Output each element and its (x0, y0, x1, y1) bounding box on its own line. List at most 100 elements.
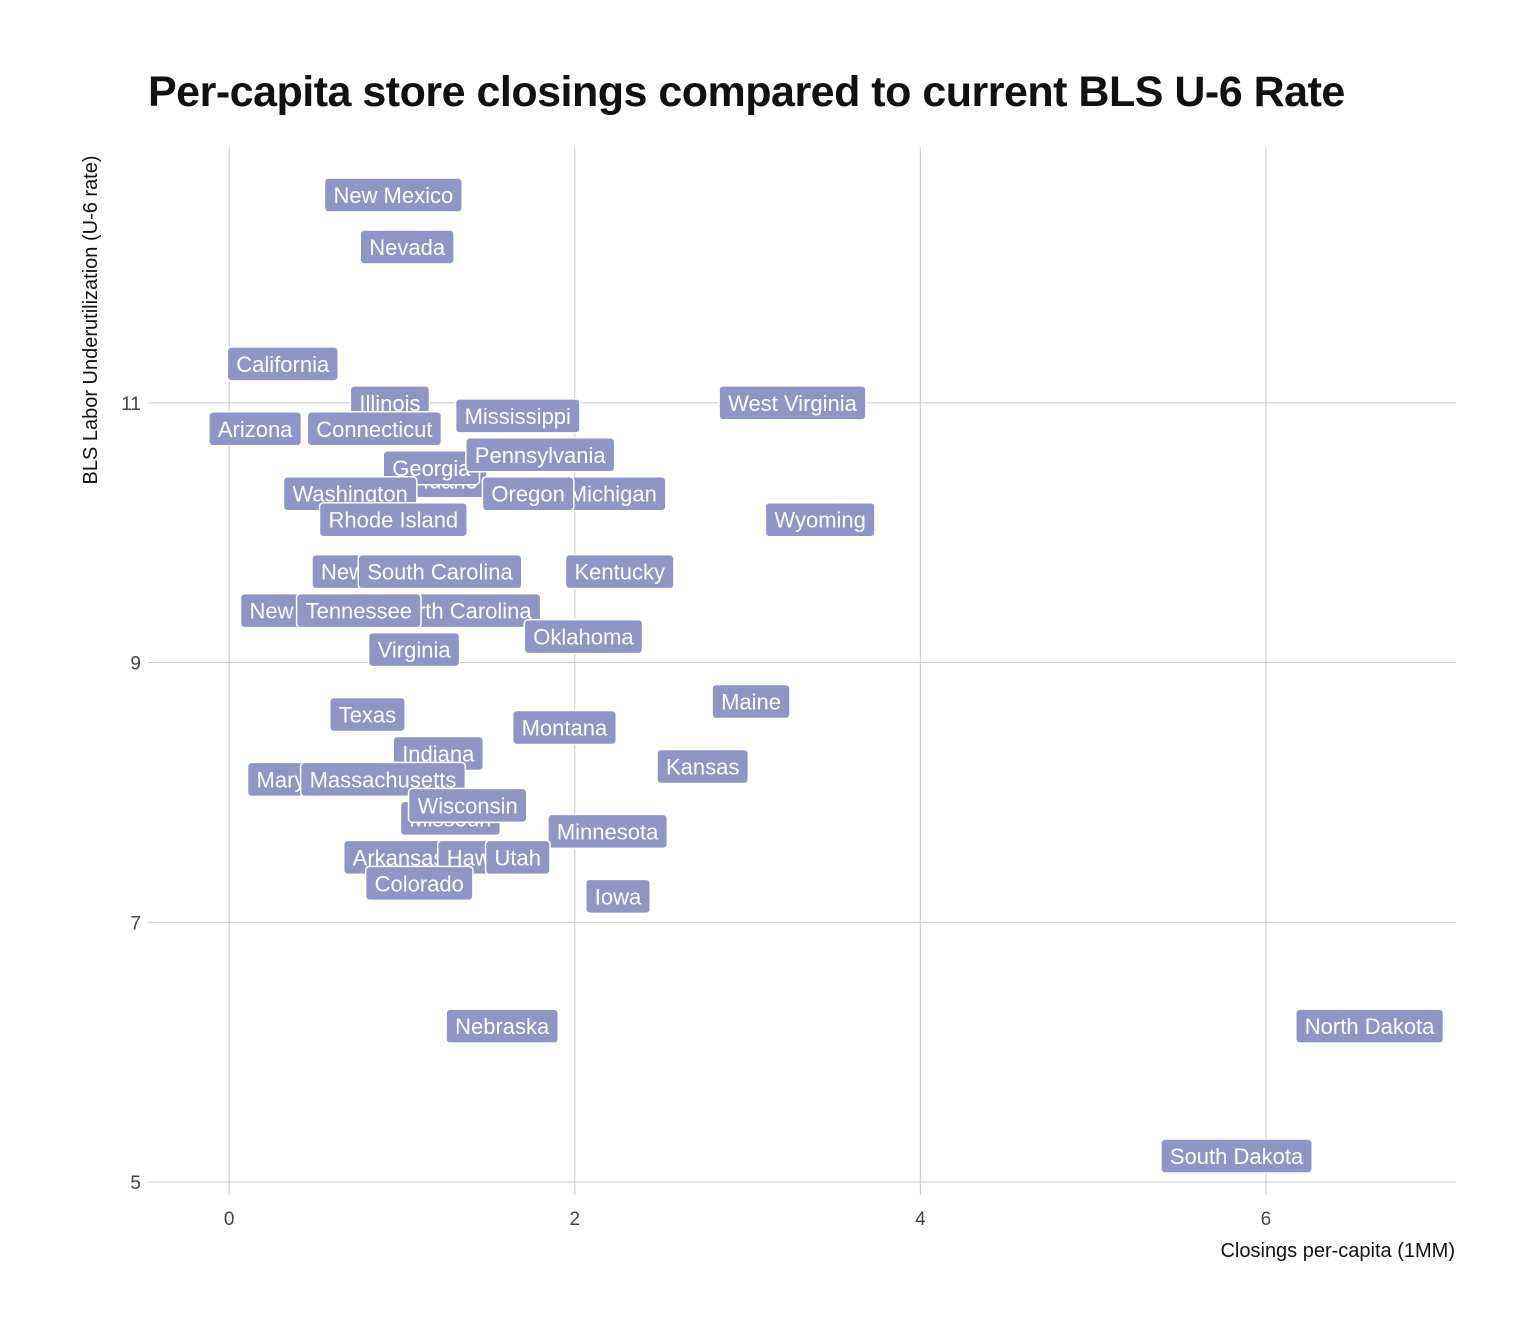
point-label-text: Oregon (491, 482, 564, 507)
point-label-text: Virginia (378, 638, 452, 663)
point-label-text: South Dakota (1170, 1144, 1304, 1169)
point-label-box (359, 229, 455, 265)
point-label: Wyoming (764, 501, 876, 538)
point-label-box (764, 501, 876, 538)
point-label-text: Montana (522, 715, 608, 740)
x-tick-label: 0 (224, 1209, 235, 1230)
point-label-text: Utah (495, 845, 541, 870)
point-label-box (208, 411, 303, 447)
point-label: Texas (328, 696, 406, 733)
data-labels: New MexicoNevadaCaliforniaIllinoisArizon… (208, 177, 1445, 1174)
point-label-text: Mississippi (465, 404, 571, 429)
point-label-text: Tennessee (306, 599, 412, 624)
point-label: Michigan (559, 475, 667, 512)
point-label-box (547, 813, 669, 850)
point-label-box (465, 437, 616, 473)
point-label-text: Minnesota (557, 819, 659, 844)
point-label: Oregon (481, 475, 575, 512)
point-label-text: Rhode Island (329, 508, 459, 533)
point-label: Kentucky (564, 553, 675, 590)
point-label-text: Kentucky (574, 560, 665, 585)
point-label-text: Wisconsin (418, 793, 518, 818)
point-label-text: New Mexico (333, 183, 453, 208)
point-label-box (367, 631, 461, 668)
point-label-box (484, 839, 551, 876)
point-label-text: Nevada (369, 235, 446, 260)
point-label: Colorado (364, 865, 474, 902)
point-label-text: Iowa (595, 884, 642, 909)
point-label-text: Wyoming (774, 508, 866, 533)
point-label: South Carolina (357, 553, 523, 590)
point-label: New Mexico (323, 177, 464, 213)
point-label-box (1295, 1008, 1445, 1044)
point-label: Rhode Island (318, 501, 468, 538)
point-label-text: South Carolina (367, 560, 513, 585)
point-label: Arizona (208, 411, 303, 447)
point-label-text: California (236, 352, 330, 377)
x-tick-label: 6 (1261, 1209, 1272, 1230)
point-label-box (481, 475, 575, 512)
point-label-text: North Dakota (1305, 1014, 1435, 1039)
point-label-text: Colorado (375, 871, 464, 896)
point-label-text: Michigan (569, 482, 657, 507)
point-label-box (407, 787, 528, 824)
point-label: Utah (484, 839, 551, 876)
y-tick-label: 11 (121, 394, 141, 415)
point-label-box (656, 748, 750, 785)
y-tick-label: 7 (130, 913, 141, 934)
point-label: North Dakota (1295, 1008, 1445, 1044)
point-label-box (328, 696, 406, 733)
point-label-text: West Virginia (728, 391, 858, 416)
point-label-box (454, 398, 581, 434)
chart-title: Per-capita store closings compared to cu… (148, 68, 1345, 116)
point-label-text: Oklahoma (533, 625, 634, 650)
point-label: Tennessee (295, 592, 422, 629)
point-label: Pennsylvania (465, 437, 616, 473)
point-label: Minnesota (547, 813, 669, 850)
point-label-text: Maine (721, 690, 781, 715)
point-label: Wisconsin (407, 787, 528, 824)
point-label: Montana (511, 709, 617, 746)
point-label-box (564, 553, 675, 590)
point-label: Mississippi (454, 398, 581, 434)
point-label-text: Arizona (218, 417, 293, 442)
point-label: Virginia (367, 631, 461, 668)
y-tick-label: 5 (130, 1173, 141, 1194)
y-tick-label: 9 (130, 654, 141, 675)
x-tick-label: 4 (915, 1209, 926, 1230)
point-label-text: Pennsylvania (475, 443, 607, 468)
point-label-text: Nebraska (455, 1014, 550, 1039)
point-label: Oklahoma (523, 618, 644, 655)
point-label-box (711, 683, 791, 720)
point-label-box (1160, 1138, 1313, 1174)
axis-tick-labels: 0 2 4 6 5 7 9 11 (121, 394, 1271, 1230)
point-label: Nevada (359, 229, 455, 265)
point-label-text: Texas (339, 703, 396, 728)
point-label: Maine (711, 683, 791, 720)
point-label: Iowa (584, 878, 651, 915)
point-label: Nebraska (445, 1008, 560, 1044)
point-label-box (523, 618, 644, 655)
point-label-box (323, 177, 464, 213)
x-axis-title: Closings per-capita (1MM) (1220, 1240, 1455, 1262)
point-label-box (295, 592, 422, 629)
point-label: West Virginia (718, 385, 867, 421)
point-label-box (306, 411, 443, 447)
point-label-box (226, 346, 339, 382)
grid-lines (148, 147, 1456, 1195)
point-label-text: Kansas (666, 754, 739, 779)
point-label: California (226, 346, 339, 382)
point-label-box (584, 878, 651, 915)
point-label-box (364, 865, 474, 902)
point-label-box (445, 1008, 560, 1044)
point-label: Connecticut (306, 411, 443, 447)
y-axis-title: BLS Labor Underutilization (U-6 rate) (80, 155, 102, 484)
point-label-box (318, 501, 468, 538)
point-label-box (718, 385, 867, 421)
point-label-box (511, 709, 617, 746)
point-label-box (357, 553, 523, 590)
point-label: South Dakota (1160, 1138, 1313, 1174)
x-tick-label: 2 (569, 1209, 580, 1230)
point-label: Kansas (656, 748, 750, 785)
